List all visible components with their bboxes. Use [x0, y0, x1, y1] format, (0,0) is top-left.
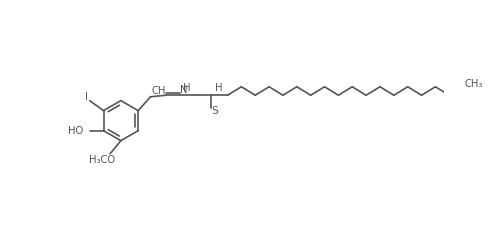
Text: CH: CH: [151, 86, 165, 96]
Text: S: S: [211, 106, 218, 116]
Text: I: I: [85, 92, 88, 102]
Text: HO: HO: [68, 126, 84, 136]
Text: H: H: [183, 83, 191, 93]
Text: H₃CO: H₃CO: [89, 155, 115, 165]
Text: CH₃: CH₃: [465, 79, 483, 89]
Text: H: H: [215, 83, 223, 93]
Text: N: N: [180, 85, 188, 95]
